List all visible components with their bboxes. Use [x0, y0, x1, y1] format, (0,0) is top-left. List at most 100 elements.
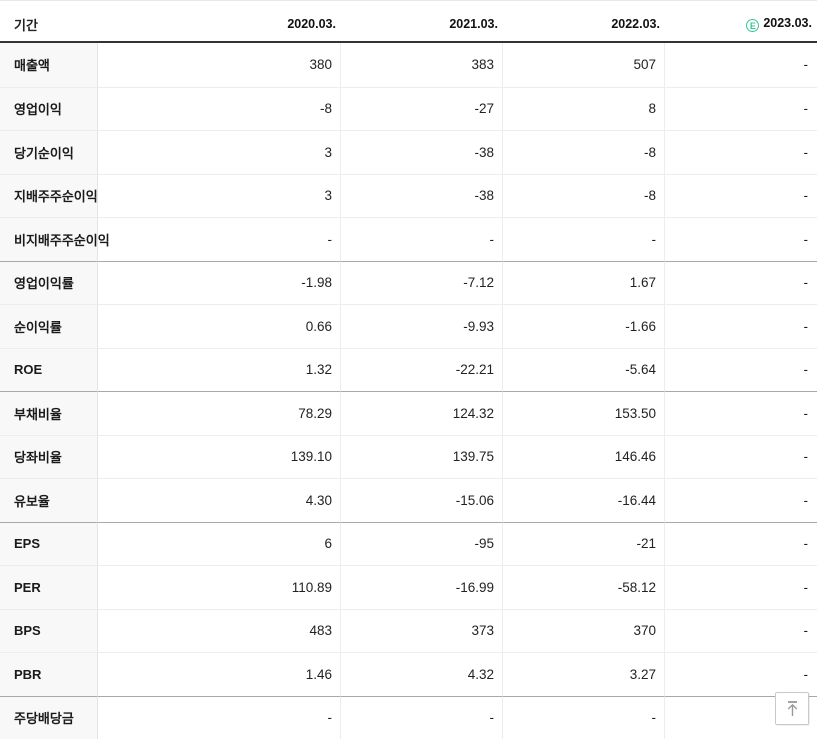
value-cell: 3	[98, 130, 341, 174]
value-cell: -8	[503, 130, 665, 174]
table-row-dividend-per-share: 주당배당금 - - - -	[0, 695, 817, 739]
value-cell: -	[665, 173, 817, 217]
value-cell: 139.10	[98, 434, 341, 478]
value-cell: -8	[98, 86, 341, 130]
value-cell: 483	[98, 608, 341, 652]
value-cell: 110.89	[98, 565, 341, 609]
arrow-up-to-top-icon	[785, 700, 800, 718]
value-cell: -	[665, 304, 817, 348]
value-cell: 153.50	[503, 391, 665, 435]
value-cell: -	[665, 391, 817, 435]
value-cell: -8	[503, 173, 665, 217]
value-cell: 0.66	[98, 304, 341, 348]
value-cell: 3.27	[503, 652, 665, 696]
row-label: 부채비율	[0, 391, 98, 435]
value-cell: -38	[341, 130, 503, 174]
table-header-row: 기간 2020.03. 2021.03. 2022.03. E 2023.03.	[0, 1, 817, 43]
value-cell: 4.32	[341, 652, 503, 696]
value-cell: 383	[341, 43, 503, 87]
value-cell: -38	[341, 173, 503, 217]
column-header-2023-03-text: 2023.03.	[763, 16, 812, 30]
value-cell: 1.32	[98, 347, 341, 391]
row-label: 매출액	[0, 43, 98, 87]
value-cell: -5.64	[503, 347, 665, 391]
column-header-2023-03-estimate: E 2023.03.	[665, 1, 817, 43]
table-row-noncontrolling-net-income: 비지배주주순이익 - - - -	[0, 217, 817, 261]
value-cell: -21	[503, 521, 665, 565]
value-cell: -	[98, 217, 341, 261]
row-label: 영업이익	[0, 86, 98, 130]
value-cell: -22.21	[341, 347, 503, 391]
row-label: BPS	[0, 608, 98, 652]
value-cell: 8	[503, 86, 665, 130]
value-cell: -1.66	[503, 304, 665, 348]
value-cell: -	[665, 217, 817, 261]
value-cell: -	[665, 434, 817, 478]
value-cell: -	[665, 260, 817, 304]
value-cell: -	[503, 217, 665, 261]
scroll-to-top-button[interactable]	[775, 692, 809, 725]
value-cell: -1.98	[98, 260, 341, 304]
value-cell: -	[341, 217, 503, 261]
row-label: 주당배당금	[0, 695, 98, 739]
row-label: 지배주주순이익	[0, 173, 98, 217]
table-row-eps: EPS 6 -95 -21 -	[0, 521, 817, 565]
table-row-revenue: 매출액 380 383 507 -	[0, 43, 817, 87]
column-header-2020-03: 2020.03.	[98, 1, 341, 43]
table-row-operating-profit: 영업이익 -8 -27 8 -	[0, 86, 817, 130]
value-cell: 6	[98, 521, 341, 565]
value-cell: -15.06	[341, 478, 503, 522]
value-cell: -	[665, 86, 817, 130]
row-label: 당좌비율	[0, 434, 98, 478]
value-cell: 380	[98, 43, 341, 87]
period-header-label: 기간	[0, 1, 98, 43]
value-cell: 4.30	[98, 478, 341, 522]
value-cell: -16.99	[341, 565, 503, 609]
value-cell: 124.32	[341, 391, 503, 435]
value-cell: -7.12	[341, 260, 503, 304]
value-cell: -16.44	[503, 478, 665, 522]
row-label: 유보율	[0, 478, 98, 522]
value-cell: -95	[341, 521, 503, 565]
row-label: ROE	[0, 347, 98, 391]
column-header-2022-03: 2022.03.	[503, 1, 665, 43]
row-label: EPS	[0, 521, 98, 565]
estimate-circle-icon: E	[746, 19, 760, 32]
table-row-net-income: 당기순이익 3 -38 -8 -	[0, 130, 817, 174]
table-row-bps: BPS 483 373 370 -	[0, 608, 817, 652]
value-cell: 507	[503, 43, 665, 87]
value-cell: -	[665, 478, 817, 522]
value-cell: 78.29	[98, 391, 341, 435]
row-label: 순이익률	[0, 304, 98, 348]
value-cell: -	[665, 565, 817, 609]
value-cell: 370	[503, 608, 665, 652]
value-cell: 1.67	[503, 260, 665, 304]
value-cell: 139.75	[341, 434, 503, 478]
value-cell: 3	[98, 173, 341, 217]
table-row-pbr: PBR 1.46 4.32 3.27 -	[0, 652, 817, 696]
table-row-per: PER 110.89 -16.99 -58.12 -	[0, 565, 817, 609]
table-row-controlling-net-income: 지배주주순이익 3 -38 -8 -	[0, 173, 817, 217]
row-label: 영업이익률	[0, 260, 98, 304]
value-cell: -9.93	[341, 304, 503, 348]
row-label: 비지배주주순이익	[0, 217, 110, 261]
table-row-debt-ratio: 부채비율 78.29 124.32 153.50 -	[0, 391, 817, 435]
value-cell: -	[665, 130, 817, 174]
table-row-quick-ratio: 당좌비율 139.10 139.75 146.46 -	[0, 434, 817, 478]
table-row-operating-margin: 영업이익률 -1.98 -7.12 1.67 -	[0, 260, 817, 304]
row-label: PBR	[0, 652, 98, 696]
value-cell: 1.46	[98, 652, 341, 696]
value-cell: -	[665, 652, 817, 696]
value-cell: -	[503, 695, 665, 739]
value-cell: -	[341, 695, 503, 739]
value-cell: 146.46	[503, 434, 665, 478]
row-label: 당기순이익	[0, 130, 98, 174]
row-label: PER	[0, 565, 98, 609]
value-cell: -	[665, 521, 817, 565]
value-cell: -	[665, 43, 817, 87]
table-row-reserve-ratio: 유보율 4.30 -15.06 -16.44 -	[0, 478, 817, 522]
table-row-roe: ROE 1.32 -22.21 -5.64 -	[0, 347, 817, 391]
value-cell: -	[665, 608, 817, 652]
column-header-2021-03: 2021.03.	[341, 1, 503, 43]
value-cell: -58.12	[503, 565, 665, 609]
